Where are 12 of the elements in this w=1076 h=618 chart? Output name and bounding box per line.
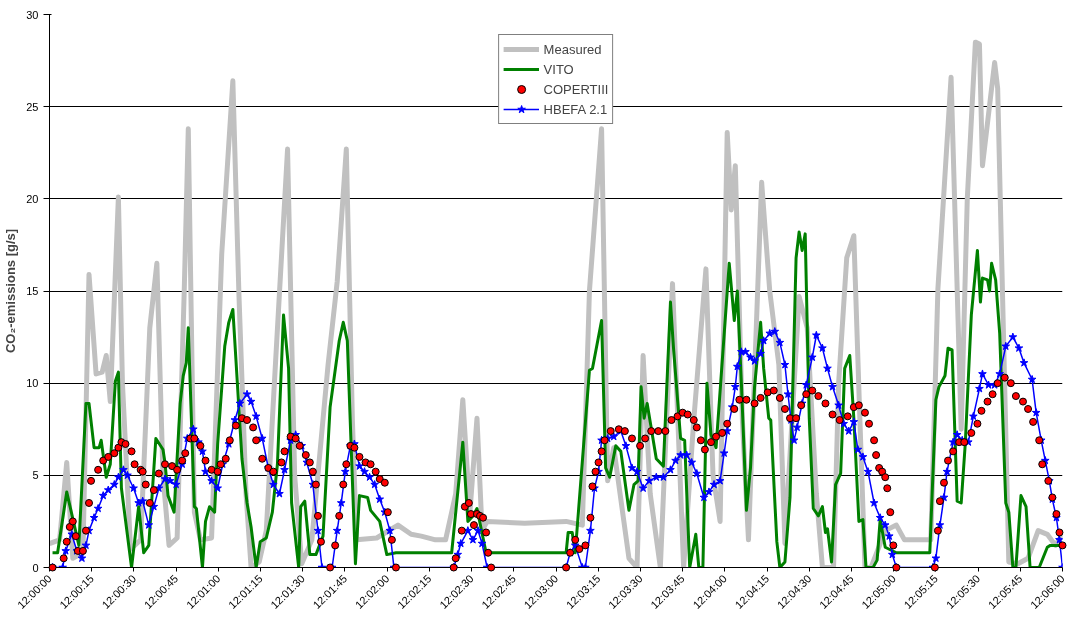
legend-label: Measured <box>543 41 602 57</box>
legend-label: VITO <box>543 61 574 77</box>
legend-label: COPERTIII <box>543 81 609 97</box>
y-axis-title: CO₂-emissions [g/s] <box>3 228 19 354</box>
y-tick-label: 5 <box>32 469 39 482</box>
y-tick-label: 0 <box>32 561 39 574</box>
y-tick-label: 30 <box>26 8 39 21</box>
legend-label: HBEFA 2.1 <box>543 101 608 117</box>
y-tick-label: 10 <box>26 377 39 390</box>
y-tick-label: 20 <box>26 192 39 205</box>
y-tick-label: 25 <box>26 100 39 113</box>
y-tick-label: 15 <box>26 285 39 297</box>
